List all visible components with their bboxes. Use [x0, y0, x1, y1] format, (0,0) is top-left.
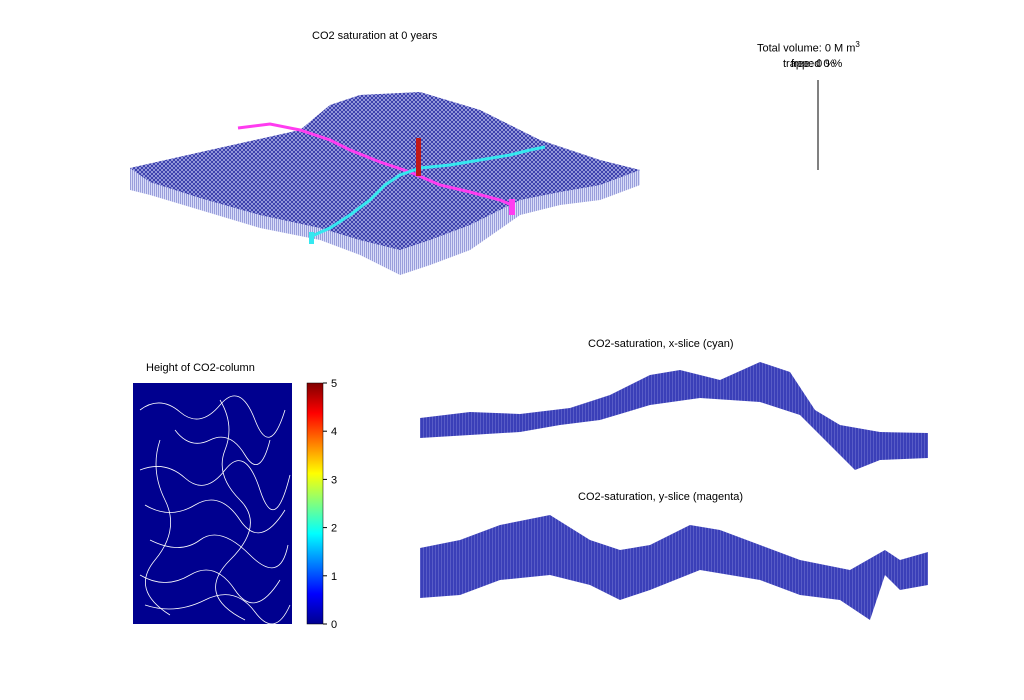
heatmap-contours	[139, 395, 291, 625]
x-slice-marker	[309, 232, 314, 244]
surface-top	[130, 92, 640, 250]
x-slice-title: CO2-saturation, x-slice (cyan)	[588, 338, 734, 350]
colorbar-tick-label: 4	[331, 426, 337, 438]
x-slice-ribbon	[420, 362, 928, 470]
y-slice-ribbon	[420, 515, 928, 620]
heatmap-title: Height of CO2-column	[146, 362, 255, 374]
co2-column-heatmap	[133, 383, 292, 624]
colorbar-tick-label: 0	[331, 619, 337, 631]
y-slice-title: CO2-saturation, y-slice (magenta)	[578, 491, 744, 503]
volume-exponent: 3	[855, 40, 860, 49]
trapped-label: trapped 0 %	[783, 58, 843, 70]
colorbar-tick-label: 3	[331, 474, 337, 486]
colorbar-tick-label: 2	[331, 523, 337, 535]
main-title: CO2 saturation at 0 years	[312, 30, 438, 42]
colorbar-tick-label: 1	[331, 571, 337, 583]
colorbar-ticks: 0 1 2 3 4 5	[323, 378, 337, 631]
volume-text: Total volume: 0 M m	[757, 42, 856, 55]
x-slice-line	[311, 145, 546, 238]
colorbar	[306, 382, 324, 625]
volume-label: Total volume: 0 M m3	[757, 40, 860, 55]
injection-well	[416, 138, 421, 176]
free-label: free: 0 %	[791, 58, 836, 70]
y-slice-line	[237, 122, 513, 207]
y-slice-marker	[509, 199, 515, 215]
colorbar-tick-label: 5	[331, 378, 337, 390]
